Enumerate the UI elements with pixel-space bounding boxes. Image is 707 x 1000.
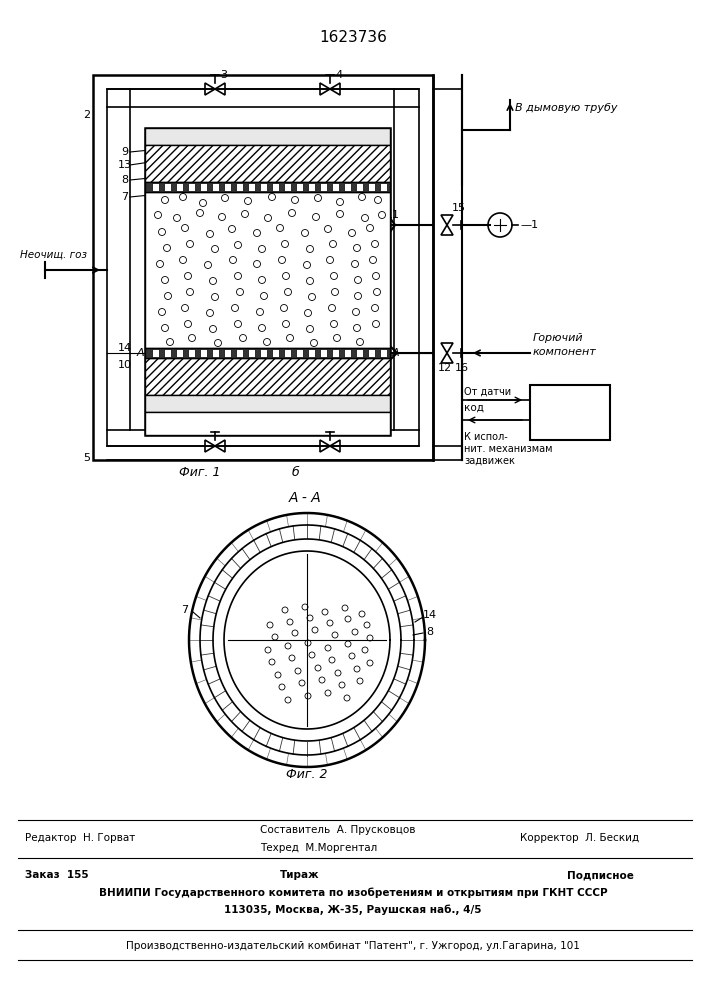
Text: 8: 8 bbox=[426, 627, 433, 637]
Bar bbox=[296, 183, 303, 191]
Bar bbox=[272, 183, 279, 191]
Bar bbox=[212, 349, 219, 357]
Text: 17: 17 bbox=[561, 404, 580, 420]
Text: 15: 15 bbox=[452, 203, 466, 213]
Text: Производственно-издательский комбинат "Патент", г. Ужгород, ул.Гагарина, 101: Производственно-издательский комбинат "П… bbox=[126, 941, 580, 951]
Bar bbox=[368, 183, 375, 191]
Text: б: б bbox=[291, 466, 299, 479]
Text: Фиг. 2: Фиг. 2 bbox=[286, 768, 328, 782]
Bar bbox=[164, 183, 171, 191]
Text: Фиг. 1: Фиг. 1 bbox=[180, 466, 221, 479]
Text: ВНИИПИ Государственного комитета по изобретениям и открытиям при ГКНТ СССР: ВНИИПИ Государственного комитета по изоб… bbox=[99, 888, 607, 898]
Bar bbox=[145, 192, 390, 348]
Bar bbox=[344, 183, 351, 191]
Text: 5: 5 bbox=[83, 453, 90, 463]
Bar bbox=[296, 349, 303, 357]
Text: —1: —1 bbox=[520, 220, 538, 230]
Text: 14: 14 bbox=[118, 343, 132, 353]
Bar bbox=[145, 128, 390, 435]
Bar bbox=[188, 349, 195, 357]
Text: 10: 10 bbox=[118, 360, 132, 370]
Bar bbox=[320, 183, 327, 191]
Bar bbox=[212, 183, 219, 191]
Bar bbox=[332, 349, 339, 357]
Text: От датчи: От датчи bbox=[464, 387, 511, 397]
Text: 1623736: 1623736 bbox=[319, 30, 387, 45]
Bar bbox=[176, 349, 183, 357]
Bar bbox=[152, 183, 159, 191]
Bar bbox=[200, 349, 207, 357]
Bar bbox=[145, 128, 390, 145]
Text: Горючий
компонент: Горючий компонент bbox=[533, 333, 597, 357]
Bar bbox=[145, 182, 390, 192]
Bar bbox=[145, 358, 390, 395]
Text: А: А bbox=[136, 348, 144, 358]
Bar bbox=[224, 349, 231, 357]
Bar bbox=[145, 412, 390, 435]
Text: В дымовую трубу: В дымовую трубу bbox=[515, 103, 617, 113]
Bar bbox=[107, 89, 419, 446]
Text: 11: 11 bbox=[386, 210, 400, 220]
Bar bbox=[356, 349, 363, 357]
Bar bbox=[332, 183, 339, 191]
Bar bbox=[145, 395, 390, 412]
Text: Заказ  155: Заказ 155 bbox=[25, 870, 88, 880]
Text: 4: 4 bbox=[335, 70, 342, 80]
Text: 7: 7 bbox=[182, 605, 189, 615]
Bar bbox=[145, 348, 390, 358]
Bar bbox=[152, 349, 159, 357]
Bar bbox=[284, 349, 291, 357]
Bar bbox=[200, 183, 207, 191]
Text: 7: 7 bbox=[122, 192, 129, 202]
Text: Техред  М.Моргентал: Техред М.Моргентал bbox=[260, 843, 378, 853]
Text: 3: 3 bbox=[220, 70, 227, 80]
Text: Составитель  А. Прусковцов: Составитель А. Прусковцов bbox=[260, 825, 416, 835]
Bar bbox=[236, 349, 243, 357]
Text: Подписное: Подписное bbox=[566, 870, 633, 880]
Text: А: А bbox=[391, 348, 399, 358]
Text: Редактор  Н. Горват: Редактор Н. Горват bbox=[25, 833, 135, 843]
Bar bbox=[356, 183, 363, 191]
Text: 12: 12 bbox=[438, 363, 452, 373]
Bar bbox=[344, 349, 351, 357]
Text: 16: 16 bbox=[455, 363, 469, 373]
Bar bbox=[93, 75, 433, 460]
Text: Неочищ. гоз: Неочищ. гоз bbox=[20, 250, 87, 260]
Bar bbox=[260, 349, 267, 357]
Bar bbox=[260, 183, 267, 191]
Text: 113035, Москва, Ж-35, Раушская наб., 4/5: 113035, Москва, Ж-35, Раушская наб., 4/5 bbox=[224, 905, 481, 915]
Bar bbox=[368, 349, 375, 357]
Bar bbox=[530, 385, 610, 440]
Bar bbox=[284, 183, 291, 191]
Bar bbox=[380, 349, 387, 357]
Bar bbox=[164, 349, 171, 357]
Text: А - А: А - А bbox=[288, 491, 322, 505]
Bar bbox=[320, 349, 327, 357]
Text: 14: 14 bbox=[423, 610, 437, 620]
Text: 8: 8 bbox=[122, 175, 129, 185]
Text: 9: 9 bbox=[122, 147, 129, 157]
Bar bbox=[145, 145, 390, 182]
Text: 2: 2 bbox=[83, 110, 90, 120]
Text: код: код bbox=[464, 403, 484, 413]
Bar bbox=[308, 183, 315, 191]
Text: 13: 13 bbox=[118, 160, 132, 170]
Polygon shape bbox=[224, 551, 390, 729]
Text: К испол-
нит. механизмам
задвижек: К испол- нит. механизмам задвижек bbox=[464, 432, 552, 465]
Bar bbox=[176, 183, 183, 191]
Bar bbox=[236, 183, 243, 191]
Bar bbox=[308, 349, 315, 357]
Bar bbox=[188, 183, 195, 191]
Bar bbox=[248, 349, 255, 357]
Bar bbox=[272, 349, 279, 357]
Bar bbox=[380, 183, 387, 191]
Bar bbox=[224, 183, 231, 191]
Bar bbox=[248, 183, 255, 191]
Text: Тираж: Тираж bbox=[280, 870, 320, 880]
Text: Корректор  Л. Бескид: Корректор Л. Бескид bbox=[520, 833, 639, 843]
